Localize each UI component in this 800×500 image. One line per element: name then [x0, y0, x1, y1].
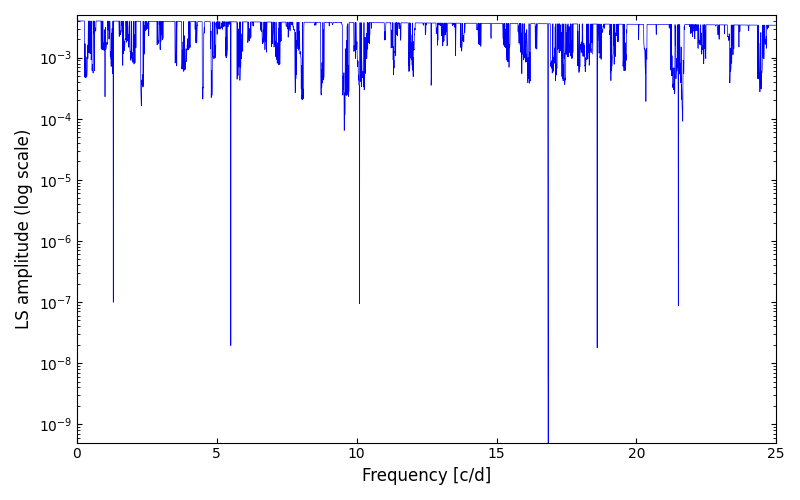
X-axis label: Frequency [c/d]: Frequency [c/d] [362, 467, 491, 485]
Y-axis label: LS amplitude (log scale): LS amplitude (log scale) [15, 128, 33, 329]
